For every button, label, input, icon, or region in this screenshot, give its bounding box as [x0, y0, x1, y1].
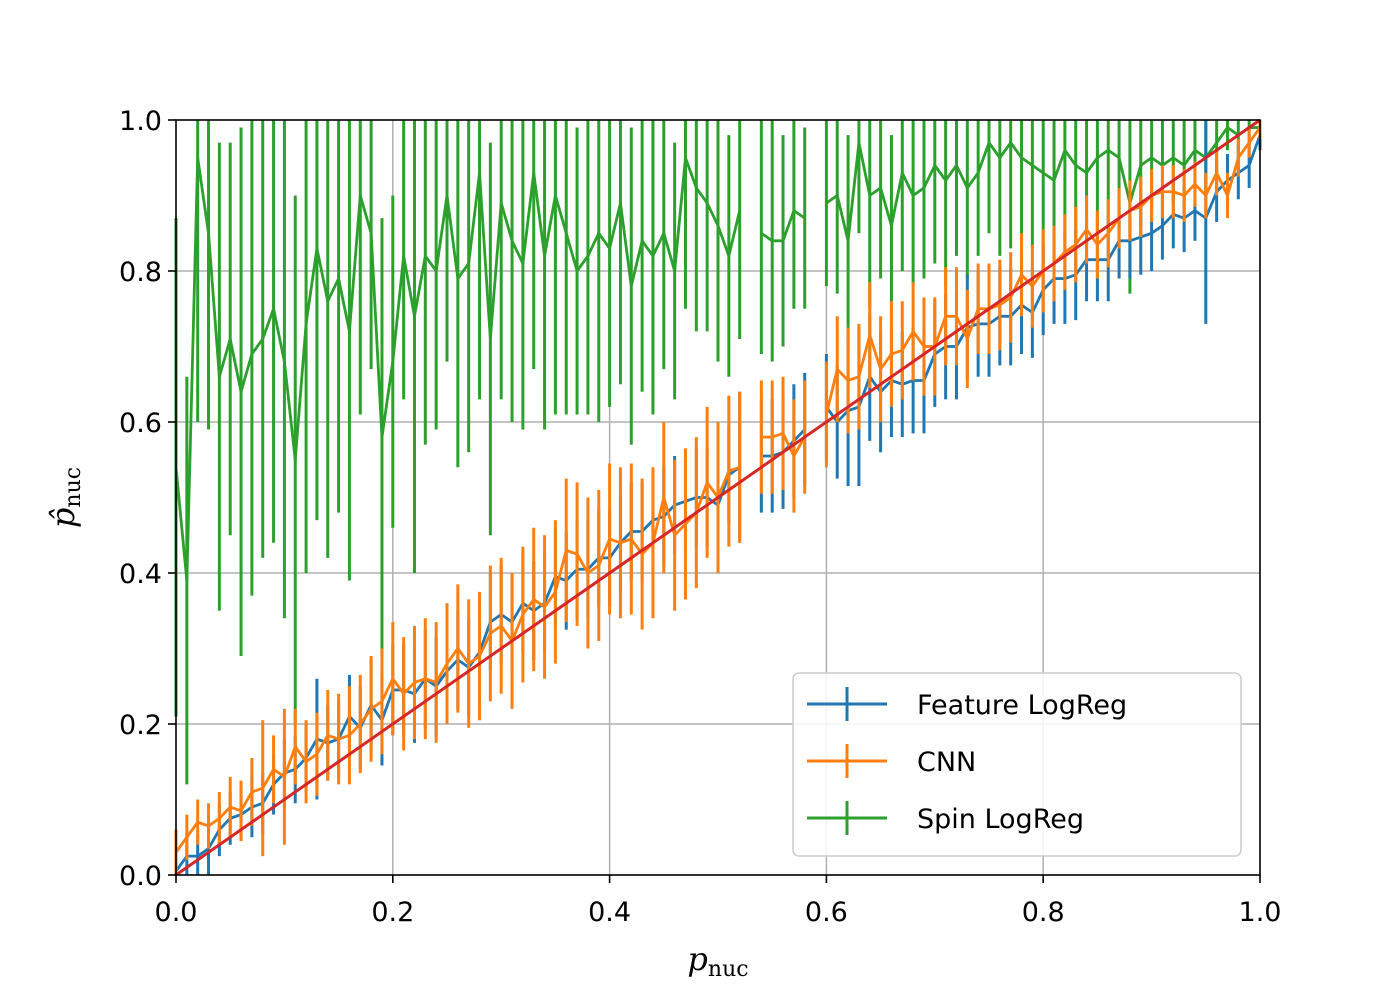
y-axis-label-sub: nuc — [61, 467, 86, 508]
legend-label: Feature LogReg — [917, 690, 1127, 721]
y-tick-label: 0.6 — [119, 408, 162, 439]
y-axis-label: p̂nuc — [44, 467, 86, 528]
series-spin-logreg — [174, 120, 1262, 785]
legend-label: Spin LogReg — [917, 804, 1084, 835]
x-axis-ticks: 0.0 0.2 0.4 0.6 0.8 1.0 — [155, 875, 1282, 928]
y-tick-label: 0.8 — [119, 257, 162, 288]
y-axis-ticks: 0.0 0.2 0.4 0.6 0.8 1.0 — [119, 106, 176, 892]
legend-box — [792, 672, 1242, 857]
y-tick-label: 0.2 — [119, 710, 162, 741]
x-tick-label: 0.8 — [1022, 897, 1065, 928]
x-tick-label: 0.6 — [805, 897, 848, 928]
y-tick-label: 0.4 — [119, 559, 162, 590]
series-cnn — [174, 120, 1262, 875]
legend-item-feature-logreg: Feature LogReg — [807, 687, 1127, 721]
x-axis-label: pnuc — [687, 940, 748, 982]
plot-frame — [175, 119, 1261, 876]
x-tick-label: 0.0 — [155, 897, 198, 928]
series-line — [174, 126, 1260, 582]
y-tick-label: 1.0 — [119, 106, 162, 137]
x-axis-label-main: p — [687, 940, 707, 978]
reference-line — [175, 118, 1261, 877]
x-axis-label-sub: nuc — [708, 957, 749, 982]
x-tick-label: 1.0 — [1239, 897, 1282, 928]
legend-item-spin-logreg: Spin LogReg — [807, 801, 1084, 835]
x-tick-label: 0.2 — [371, 897, 414, 928]
series-layer — [174, 118, 1262, 877]
y-axis-label-main: p̂ — [44, 508, 82, 528]
x-tick-label: 0.4 — [588, 897, 631, 928]
y-tick-label: 0.0 — [119, 861, 162, 892]
legend-item-cnn: CNN — [807, 744, 976, 778]
legend-label: CNN — [917, 747, 976, 778]
legend: Feature LogReg CNN Spin LogReg — [792, 672, 1242, 857]
